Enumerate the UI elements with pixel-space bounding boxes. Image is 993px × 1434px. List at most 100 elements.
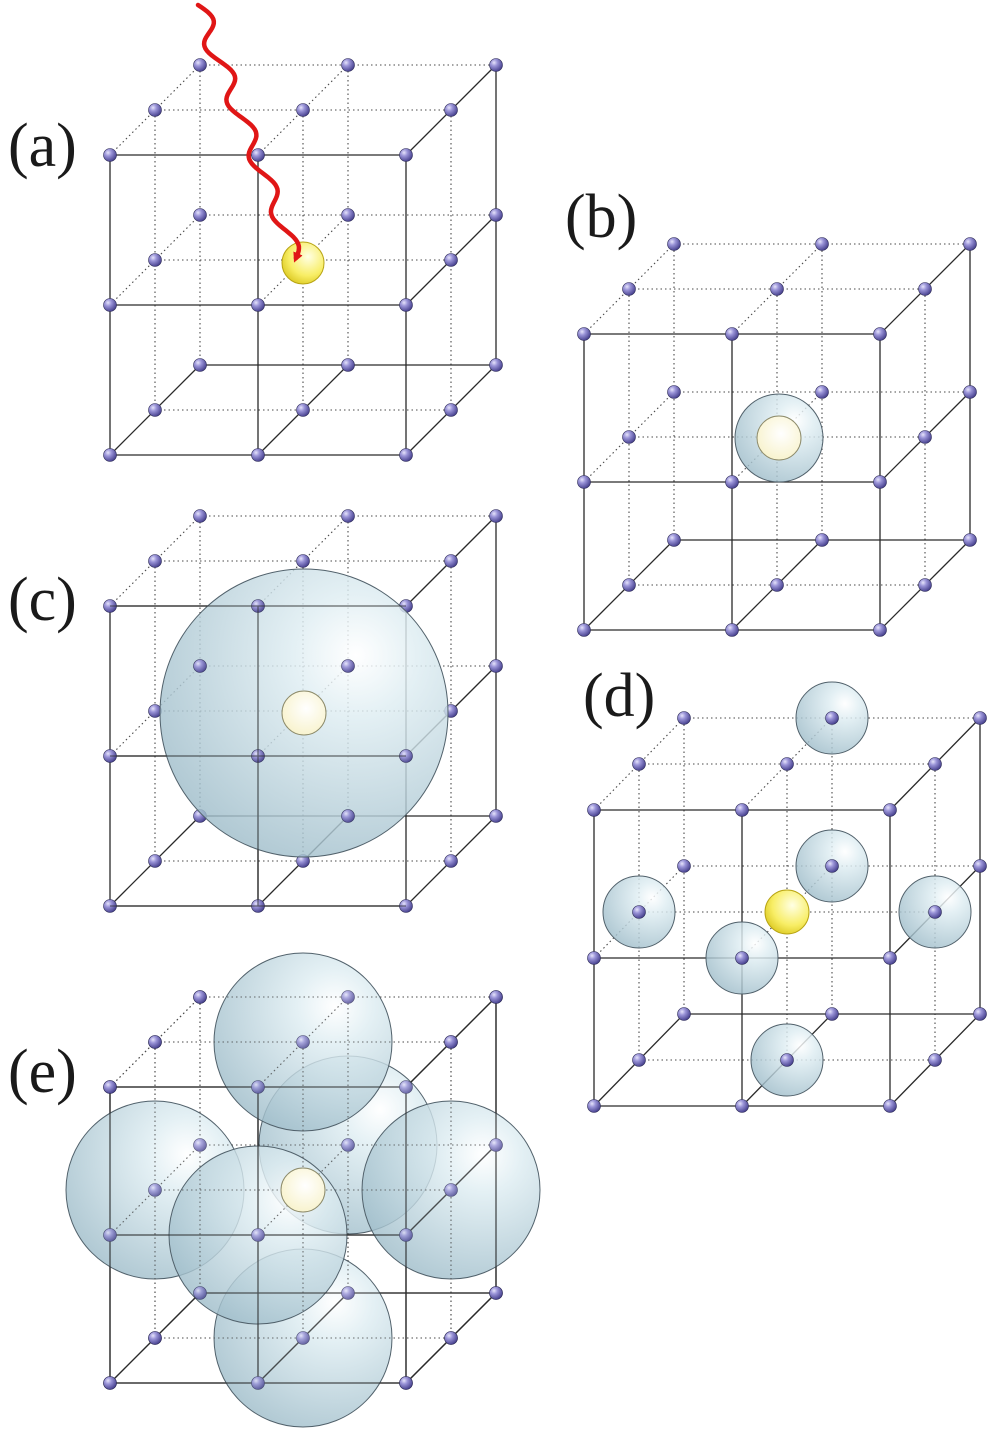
panel-label-d: (d) [583, 662, 655, 730]
lattice-atom [148, 1035, 162, 1049]
lattice-atom [341, 358, 355, 372]
lattice-atom [677, 859, 691, 873]
lattice-atom [251, 1376, 265, 1390]
lattice-atom [148, 1183, 162, 1197]
lattice-atom [667, 385, 681, 399]
impurity-atom [281, 690, 327, 736]
lattice-lines-overlay [110, 605, 406, 907]
lattice-atom [399, 1228, 413, 1242]
lattice-atom [251, 448, 265, 462]
lattice-atom [577, 623, 591, 637]
lattice-atom [489, 1286, 503, 1300]
panel-a-lattice [103, 2, 503, 462]
panel-d-lattice [587, 681, 987, 1113]
lattice-atom [193, 208, 207, 222]
lattice-atom [780, 1053, 794, 1067]
lattice-atom [963, 533, 977, 547]
lattice-atom [725, 475, 739, 489]
lattice-atom [399, 148, 413, 162]
lattice-atom [296, 1331, 310, 1345]
lattice-atom [677, 711, 691, 725]
lattice-atom [341, 659, 355, 673]
lattice-atom [148, 554, 162, 568]
lattice-atom [103, 1376, 117, 1390]
lattice-atoms [103, 58, 503, 462]
lattice-atom [444, 1331, 458, 1345]
lattice-atom [341, 809, 355, 823]
lattice-atom [815, 533, 829, 547]
lattice-atom [632, 757, 646, 771]
panel-label-b: (b) [565, 183, 637, 251]
lattice-atom [489, 58, 503, 72]
lattice-atom [193, 659, 207, 673]
lattice-atom [918, 430, 932, 444]
lattice-atom [632, 1053, 646, 1067]
lattice-atom [251, 298, 265, 312]
lattice-atoms [587, 711, 987, 1113]
lattice-atom [251, 1080, 265, 1094]
lattice-atom [489, 509, 503, 523]
lattice-atom [677, 1007, 691, 1021]
lattice-atom [622, 578, 636, 592]
lattice-atom [444, 1035, 458, 1049]
lattice-atom [444, 103, 458, 117]
lattice-atom [780, 757, 794, 771]
lattice-atom [193, 990, 207, 1004]
lattice-atom [399, 1080, 413, 1094]
lattice-atom [825, 1007, 839, 1021]
lattice-atom [193, 358, 207, 372]
lattice-atom [444, 1183, 458, 1197]
lattice-atom [444, 253, 458, 267]
lattice-atom [148, 854, 162, 868]
lattice-atom [632, 905, 646, 919]
lattice-atom [148, 1331, 162, 1345]
lattice-atom [148, 403, 162, 417]
lattice-atom [341, 1138, 355, 1152]
lattice-atom [341, 208, 355, 222]
lattice-atom [928, 757, 942, 771]
lattice-atom [341, 58, 355, 72]
lattice-atom [883, 1099, 897, 1113]
impurity-atom [756, 415, 802, 461]
excited-impurity-atom [281, 241, 325, 285]
lattice-atoms [103, 990, 503, 1390]
lattice-atom [825, 859, 839, 873]
lattice-atom [587, 951, 601, 965]
lattice-atom [251, 148, 265, 162]
lattice-atom [928, 1053, 942, 1067]
lattice-atom [489, 659, 503, 673]
lattice-atom [735, 803, 749, 817]
lattice-atom [883, 951, 897, 965]
lattice-atom [341, 1286, 355, 1300]
lattice-atom [296, 403, 310, 417]
lattice-atom [735, 951, 749, 965]
lattice-atom [103, 1080, 117, 1094]
lattice-atom [622, 430, 636, 444]
lattice-atom [825, 711, 839, 725]
lattice-atom [873, 475, 887, 489]
lattice-atom [725, 623, 739, 637]
photon-arrow [195, 2, 303, 263]
lattice-atom [489, 990, 503, 1004]
lattice-atom [587, 1099, 601, 1113]
lattice-atom [103, 1228, 117, 1242]
lattice-atom [963, 385, 977, 399]
lattice-atom [735, 1099, 749, 1113]
lattice-atom [918, 578, 932, 592]
lattice-atom [296, 103, 310, 117]
panel-label-a: (a) [8, 112, 77, 180]
lattice-atom [489, 208, 503, 222]
lattice-atom [489, 358, 503, 372]
lattice-atom [103, 448, 117, 462]
lattice-atom [667, 533, 681, 547]
lattice-atom [193, 509, 207, 523]
lattice-atom [444, 403, 458, 417]
lattice-atom [193, 1138, 207, 1152]
lattice-atom [577, 327, 591, 341]
lattice-atom [489, 1138, 503, 1152]
lattice-atom [622, 282, 636, 296]
lattice-atom [973, 859, 987, 873]
lattice-atom [815, 237, 829, 251]
lattice-atom [399, 448, 413, 462]
